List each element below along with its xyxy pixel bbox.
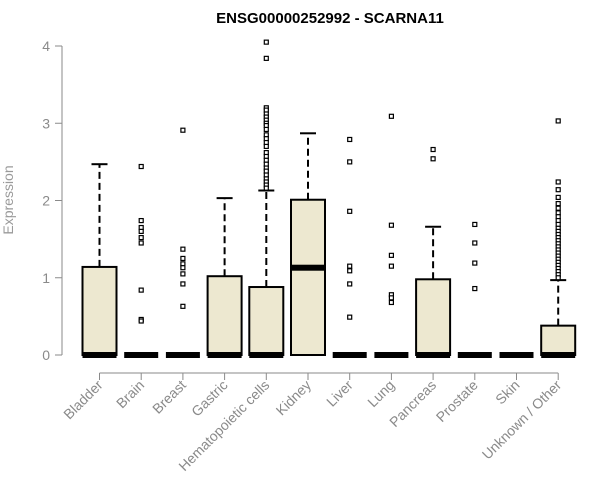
outlier-point xyxy=(138,163,144,170)
outlier-point xyxy=(347,208,353,214)
box-group xyxy=(332,136,367,358)
median-line xyxy=(499,352,534,358)
median-line xyxy=(82,352,117,358)
x-tick-label: Prostate xyxy=(433,377,481,425)
chart-title: ENSG00000252992 - SCARNA11 xyxy=(216,10,444,27)
outlier-point xyxy=(138,287,144,293)
median-line xyxy=(291,264,325,271)
outlier-point xyxy=(472,240,478,246)
box xyxy=(540,324,577,356)
outlier-point xyxy=(555,275,561,281)
outlier-point xyxy=(555,118,561,124)
median-line xyxy=(207,352,242,358)
median-line xyxy=(416,352,451,358)
box-group xyxy=(540,118,577,358)
outlier-point xyxy=(555,200,561,207)
y-axis: 0 1 2 3 4 xyxy=(42,38,63,363)
x-tick-label: Breast xyxy=(149,377,189,417)
outlier-point xyxy=(138,318,144,324)
box-group xyxy=(206,197,243,358)
outlier-point xyxy=(388,113,394,119)
box-group xyxy=(165,127,200,358)
y-tick-label: 2 xyxy=(42,193,50,209)
outlier-point xyxy=(180,255,186,262)
outlier-point xyxy=(347,281,353,287)
outlier-point xyxy=(555,187,561,193)
outlier-point xyxy=(180,303,186,309)
median-line xyxy=(249,352,284,358)
outlier-point xyxy=(347,268,353,274)
box-group xyxy=(290,132,326,356)
outlier-point xyxy=(138,234,144,241)
box-group xyxy=(415,146,452,358)
outlier-point xyxy=(347,314,353,320)
box-group xyxy=(124,163,159,358)
outlier-point xyxy=(388,252,394,258)
outlier-point xyxy=(263,143,269,150)
outlier-point xyxy=(472,285,478,292)
outlier-point xyxy=(388,222,394,228)
outlier-point xyxy=(472,221,478,228)
outlier-point xyxy=(430,146,436,153)
y-tick-label: 3 xyxy=(42,115,50,131)
outlier-point xyxy=(388,263,394,269)
x-tick-label: Brain xyxy=(113,377,147,411)
x-tick-label: Kidney xyxy=(273,377,315,419)
x-tick-label: Bladder xyxy=(60,377,106,423)
box-group xyxy=(81,163,118,358)
box-series xyxy=(81,39,577,358)
outlier-point xyxy=(138,228,144,234)
outlier-point xyxy=(263,185,269,191)
outlier-point xyxy=(555,194,561,201)
box xyxy=(206,275,243,356)
outlier-point xyxy=(138,217,144,224)
outlier-point xyxy=(180,281,186,287)
outlier-point xyxy=(472,260,478,266)
box-group xyxy=(499,352,534,358)
outlier-point xyxy=(388,295,394,301)
median-line xyxy=(374,352,409,358)
outlier-point xyxy=(430,156,436,162)
x-tick-label: Unknown / Other xyxy=(479,377,565,463)
median-line xyxy=(457,352,492,358)
outlier-point xyxy=(138,240,144,246)
box xyxy=(81,265,118,356)
box-group xyxy=(374,113,409,358)
x-tick-label: Liver xyxy=(323,377,356,410)
outlier-point xyxy=(347,136,353,143)
median-line xyxy=(124,352,159,358)
median-line xyxy=(541,352,576,358)
y-tick-label: 1 xyxy=(42,270,50,286)
outlier-point xyxy=(180,265,186,271)
box-group xyxy=(248,39,285,358)
x-tick-label: Lung xyxy=(364,377,397,410)
outlier-point xyxy=(180,127,186,133)
box xyxy=(415,278,452,357)
y-axis-label: Expression xyxy=(0,165,16,234)
x-tick-label: Skin xyxy=(492,377,523,408)
outlier-point xyxy=(388,299,394,306)
median-line xyxy=(332,352,367,358)
box-group xyxy=(457,221,492,358)
box xyxy=(290,198,326,356)
median-line xyxy=(165,352,200,358)
box xyxy=(248,286,285,356)
outlier-point xyxy=(180,271,186,277)
outlier-point xyxy=(180,246,186,252)
outlier-point xyxy=(555,179,561,185)
outlier-point xyxy=(555,205,561,211)
outlier-point xyxy=(347,159,353,165)
y-tick-label: 4 xyxy=(42,38,50,54)
outlier-point xyxy=(263,126,269,133)
outlier-point xyxy=(263,39,269,45)
outlier-point xyxy=(263,55,269,61)
outlier-point xyxy=(347,263,353,269)
y-tick-label: 0 xyxy=(42,347,50,363)
